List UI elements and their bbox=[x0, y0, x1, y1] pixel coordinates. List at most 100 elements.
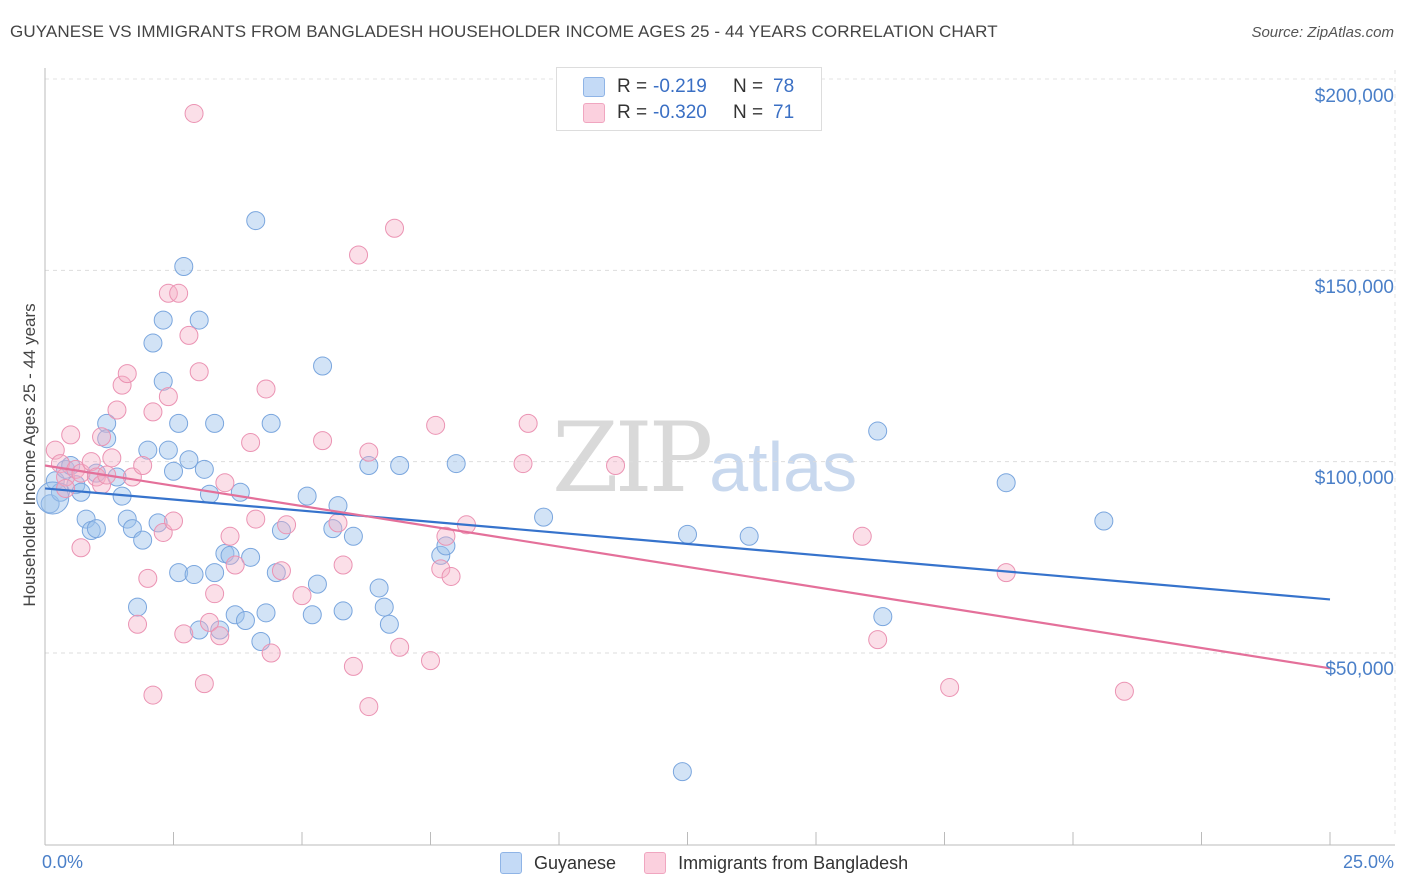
guyanese-point bbox=[431, 545, 451, 565]
bangladesh-point bbox=[313, 431, 333, 451]
bangladesh-point bbox=[143, 402, 163, 422]
guyanese-point bbox=[143, 333, 163, 353]
guyanese-point bbox=[164, 461, 183, 481]
bangladesh-point bbox=[107, 400, 127, 420]
bangladesh-point bbox=[92, 427, 112, 447]
bangladesh-point bbox=[128, 614, 148, 634]
bangladesh-point bbox=[349, 245, 369, 265]
bangladesh-point bbox=[328, 513, 348, 533]
legend-item-bangladesh[interactable]: Immigrants from Bangladesh bbox=[644, 852, 908, 874]
guyanese-point bbox=[138, 440, 158, 460]
guyanese-point bbox=[1094, 511, 1114, 531]
guyanese-point bbox=[534, 507, 554, 527]
bangladesh-point bbox=[436, 526, 456, 546]
bangladesh-point bbox=[194, 674, 214, 694]
gridlines bbox=[45, 70, 1396, 835]
bangladesh-point bbox=[426, 415, 446, 435]
bangladesh-point bbox=[138, 568, 158, 588]
guyanese-point bbox=[241, 547, 261, 567]
guyanese-point bbox=[678, 524, 697, 544]
bangladesh-point bbox=[868, 630, 888, 650]
bangladesh-point bbox=[174, 624, 194, 644]
n-label: N = bbox=[733, 102, 764, 123]
bangladesh-point bbox=[112, 375, 132, 395]
guyanese-point bbox=[307, 574, 327, 594]
bangladesh-points bbox=[45, 103, 1134, 717]
guyanese-point bbox=[179, 450, 199, 470]
guyanese-point bbox=[256, 603, 276, 623]
y-axis-label: Householder Income Ages 25 - 44 years bbox=[20, 303, 39, 607]
bangladesh-point bbox=[102, 448, 122, 468]
x-tick-label-max: 25.0% bbox=[1342, 852, 1394, 872]
bangladesh-point bbox=[169, 283, 189, 303]
bangladesh-point bbox=[117, 364, 137, 384]
bangladesh-point bbox=[158, 283, 178, 303]
guyanese-point bbox=[169, 413, 189, 433]
guyanese-point bbox=[86, 519, 106, 539]
y-tick-label: $200,000 bbox=[1314, 86, 1394, 107]
guyanese-point bbox=[174, 257, 194, 277]
bangladesh-point bbox=[179, 325, 199, 345]
guyanese-point bbox=[225, 605, 245, 625]
guyanese-point bbox=[313, 356, 333, 376]
r-value: -0.320 bbox=[653, 102, 707, 123]
guyanese-point bbox=[271, 521, 291, 541]
bangladesh-point bbox=[189, 362, 209, 382]
bangladesh-point bbox=[215, 473, 235, 493]
bangladesh-point bbox=[518, 413, 538, 433]
bangladesh-point bbox=[359, 697, 379, 717]
bangladesh-point bbox=[61, 425, 81, 445]
guyanese-point bbox=[446, 454, 466, 474]
bangladesh-point bbox=[261, 643, 281, 663]
watermark-zip: ZIP bbox=[552, 402, 713, 514]
guyanese-point bbox=[189, 310, 209, 330]
guyanese-point bbox=[184, 565, 204, 585]
legend-swatch-blue bbox=[500, 852, 522, 874]
bangladesh-point bbox=[164, 511, 183, 531]
axes bbox=[44, 68, 1395, 846]
bangladesh-point bbox=[852, 526, 872, 546]
guyanese-point bbox=[374, 597, 394, 617]
bangladesh-point bbox=[81, 452, 101, 472]
guyanese-point bbox=[302, 605, 322, 625]
bangladesh-point bbox=[71, 538, 91, 558]
legend-item-guyanese[interactable]: Guyanese bbox=[500, 852, 616, 874]
bangladesh-point bbox=[940, 677, 960, 697]
legend-row-bangladesh: R = -0.320 N = 71 bbox=[583, 101, 794, 125]
y-tick-label: $50,000 bbox=[1325, 659, 1394, 680]
bangladesh-point bbox=[225, 555, 245, 575]
legend-swatch-pink bbox=[644, 852, 667, 874]
r-value: -0.219 bbox=[653, 76, 707, 97]
n-label: N = bbox=[733, 76, 764, 97]
bangladesh-point bbox=[271, 561, 291, 581]
guyanese-point bbox=[369, 578, 389, 598]
guyanese-point bbox=[379, 614, 399, 634]
bangladesh-point bbox=[158, 387, 178, 407]
guyanese-point bbox=[359, 455, 379, 475]
bangladesh-point bbox=[1114, 681, 1134, 701]
guyanese-point bbox=[230, 482, 250, 502]
legend-swatch-blue bbox=[583, 77, 605, 97]
bangladesh-point bbox=[143, 685, 163, 705]
guyanese-point bbox=[333, 601, 353, 621]
guyanese-point bbox=[343, 526, 363, 546]
legend-row-guyanese: R = -0.219 N = 78 bbox=[583, 75, 794, 99]
guyanese-point bbox=[873, 607, 893, 627]
bangladesh-point bbox=[184, 103, 204, 123]
bangladesh-point bbox=[385, 218, 405, 238]
bangladesh-point bbox=[199, 612, 219, 632]
guyanese-point bbox=[148, 513, 168, 533]
guyanese-point bbox=[189, 620, 209, 640]
guyanese-point bbox=[133, 530, 153, 550]
bangladesh-point bbox=[241, 433, 261, 453]
bangladesh-point bbox=[56, 478, 76, 498]
guyanese-point bbox=[297, 486, 317, 506]
r-label: R = bbox=[617, 76, 648, 97]
guyanese-point bbox=[199, 484, 219, 504]
guyanese-point bbox=[210, 620, 230, 640]
bangladesh-point bbox=[220, 526, 240, 546]
guyanese-point bbox=[436, 536, 456, 556]
guyanese-point bbox=[76, 509, 96, 529]
bangladesh-point bbox=[359, 442, 379, 462]
